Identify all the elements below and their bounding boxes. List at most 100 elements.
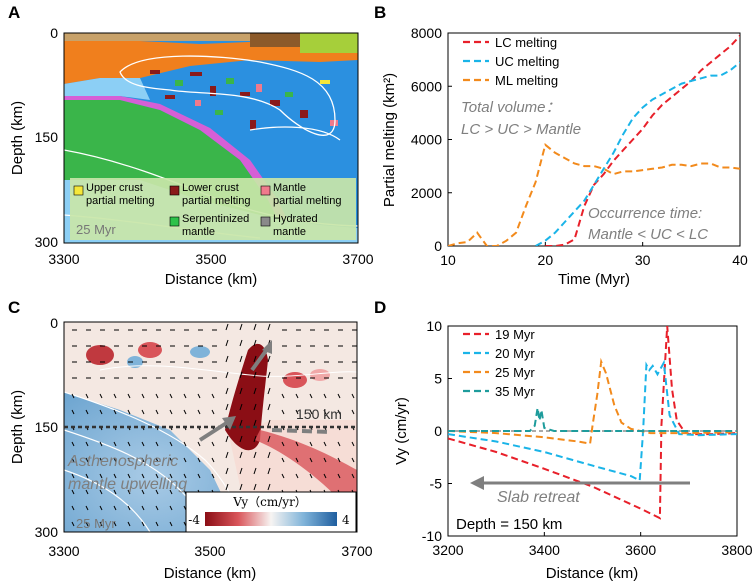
velocity-arrow [183, 457, 187, 463]
velocity-arrow [309, 409, 313, 415]
velocity-arrow [169, 457, 173, 463]
velocity-arrow [127, 457, 131, 463]
velocity-arrow [113, 489, 117, 495]
velocity-arrow [239, 323, 243, 331]
velocity-arrow [337, 409, 341, 415]
velocity-arrow [253, 435, 257, 443]
velocity-arrow [225, 371, 229, 379]
velocity-arrow [253, 403, 257, 411]
panel-d-label: D [374, 298, 386, 317]
series-line-uc-melting [535, 61, 740, 246]
velocity-arrow [253, 419, 257, 427]
legend-lc-l1: Lower crust [182, 182, 239, 194]
velocity-arrow [155, 409, 159, 415]
legend-swatch-ml [260, 185, 271, 196]
legend-swatch-lc [169, 185, 180, 196]
velocity-arrow [113, 521, 117, 527]
c-annotation-line1: Asthenospheric [67, 453, 178, 470]
velocity-arrow [337, 441, 341, 447]
velocity-arrow [197, 473, 201, 479]
x-tick-label: 10 [440, 252, 456, 268]
x-tick-label: 3200 [432, 542, 463, 558]
x-tick-label: 3600 [625, 542, 656, 558]
x-tick-label: 3400 [529, 542, 560, 558]
y-tick-label: -5 [430, 476, 443, 492]
velocity-arrow [141, 521, 145, 527]
panel-d-series [448, 326, 737, 520]
legend-ml-l2: partial melting [273, 195, 341, 207]
panel-b-series [448, 35, 740, 246]
legend-swatch-hyd [260, 216, 271, 227]
velocity-arrow [127, 489, 131, 495]
velocity-arrow [183, 409, 187, 415]
c-xtick-3500: 3500 [194, 543, 225, 559]
velocity-arrow [295, 441, 299, 447]
velocity-arrow [225, 451, 229, 459]
velocity-arrow [267, 467, 271, 475]
velocity-arrow [323, 473, 327, 479]
velocity-arrow [85, 393, 89, 399]
velocity-arrow [309, 393, 313, 399]
legend-uc-l2: partial melting [86, 195, 154, 207]
upwelling-arrow-top [250, 346, 270, 372]
a-xtick-3300: 3300 [48, 251, 79, 267]
velocity-arrow [323, 409, 327, 415]
velocity-arrow [99, 473, 103, 479]
x-tick-label: 20 [538, 252, 554, 268]
legend-serp-l2: mantle [182, 226, 215, 238]
velocity-arrow [99, 441, 103, 447]
velocity-arrow [295, 457, 299, 463]
velocity-arrow [85, 489, 89, 495]
velocity-arrow [253, 451, 257, 459]
c-xtick-3700: 3700 [341, 543, 372, 559]
velocity-arrow [113, 457, 117, 463]
velocity-arrow [127, 521, 131, 527]
velocity-arrow [155, 489, 159, 495]
colorbar-min: -4 [188, 513, 200, 527]
velocity-arrow [197, 441, 201, 447]
velocity-arrow [127, 409, 131, 415]
panel-c: C 150 km [8, 298, 373, 582]
series-line-20-myr [448, 359, 737, 482]
velocity-arrow [309, 473, 313, 479]
velocity-arrow [71, 409, 75, 415]
velocity-arrow [323, 441, 327, 447]
velocity-arrow [113, 505, 117, 511]
legend-label: 20 Myr [495, 346, 535, 361]
y-tick-label: 10 [426, 318, 442, 334]
velocity-arrow [211, 473, 215, 479]
velocity-arrow [211, 457, 215, 463]
velocity-arrow [169, 473, 173, 479]
velocity-arrow [225, 467, 229, 475]
a-ytick-150: 150 [35, 129, 59, 145]
c-depth-marker-label: 150 km [296, 406, 342, 422]
c-annotation-line2: mantle upwelling [68, 476, 187, 493]
legend-label: 35 Myr [495, 384, 535, 399]
velocity-arrow [239, 435, 243, 443]
velocity-arrow [99, 457, 103, 463]
velocity-arrow [197, 457, 201, 463]
x-tick-label: 40 [732, 252, 748, 268]
velocity-arrow [113, 409, 117, 415]
velocity-arrow [85, 473, 89, 479]
velocity-arrow [267, 483, 271, 491]
velocity-arrow [141, 473, 145, 479]
velocity-arrow [281, 441, 285, 447]
velocity-arrow [183, 393, 187, 399]
velocity-arrow [253, 483, 257, 491]
velocity-arrow [211, 409, 215, 415]
velocity-arrow [225, 387, 229, 395]
velocity-arrow [155, 505, 159, 511]
velocity-arrow [281, 473, 285, 479]
panel-d-ticks: 3200 3400 3600 3800 -10 -5 0 5 10 [422, 318, 753, 558]
legend-label: UC melting [495, 54, 559, 69]
velocity-arrow [253, 323, 257, 331]
velocity-arrow [155, 457, 159, 463]
velocity-arrow [113, 393, 117, 399]
legend-swatch-uc [73, 185, 84, 196]
velocity-arrow [253, 339, 257, 347]
series-line-lc-melting [545, 35, 740, 246]
velocity-arrow [253, 387, 257, 395]
velocity-arrow [155, 473, 159, 479]
velocity-arrow [99, 521, 103, 527]
